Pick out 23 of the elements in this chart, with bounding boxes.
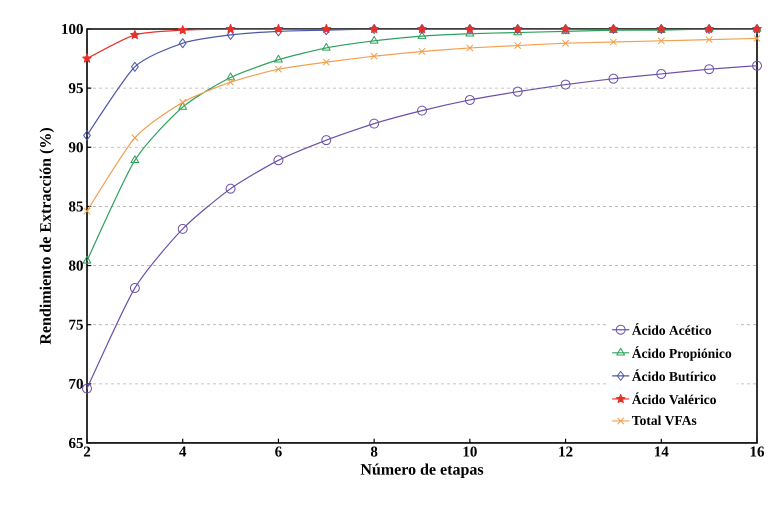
x-tick-label: 6	[275, 446, 282, 457]
y-tick-label: 85	[68, 201, 83, 212]
y-axis-title: Rendimiento de Extracción (%)	[40, 128, 54, 344]
y-tick-label: 90	[68, 142, 83, 152]
y-tick-label: 70	[69, 378, 83, 389]
y-tick-label: 80	[68, 260, 83, 271]
legend-label: Ácido Butírico	[632, 369, 716, 382]
x-tick-label: 16	[750, 446, 764, 457]
legend-label: Ácido Valérico	[632, 392, 716, 404]
x-tick-label: 12	[559, 446, 572, 456]
y-tick-label: 65	[68, 438, 83, 448]
x-tick-label: 14	[654, 446, 668, 456]
x-tick-label: 2	[84, 446, 90, 456]
x-tick-label: 10	[464, 446, 477, 457]
x-tick-label: 8	[370, 446, 378, 457]
x-tick-label: 4	[179, 446, 186, 456]
y-tick-label: 100	[62, 24, 83, 34]
y-tick-label: 95	[68, 83, 83, 94]
legend-label: Ácido Acético	[632, 323, 712, 335]
x-axis-title: Número de etapas	[360, 464, 484, 478]
y-tick-label: 75	[69, 320, 83, 330]
legend-label: Total VFAs	[632, 416, 696, 426]
legend-label: Ácido Propiónico	[632, 346, 732, 361]
